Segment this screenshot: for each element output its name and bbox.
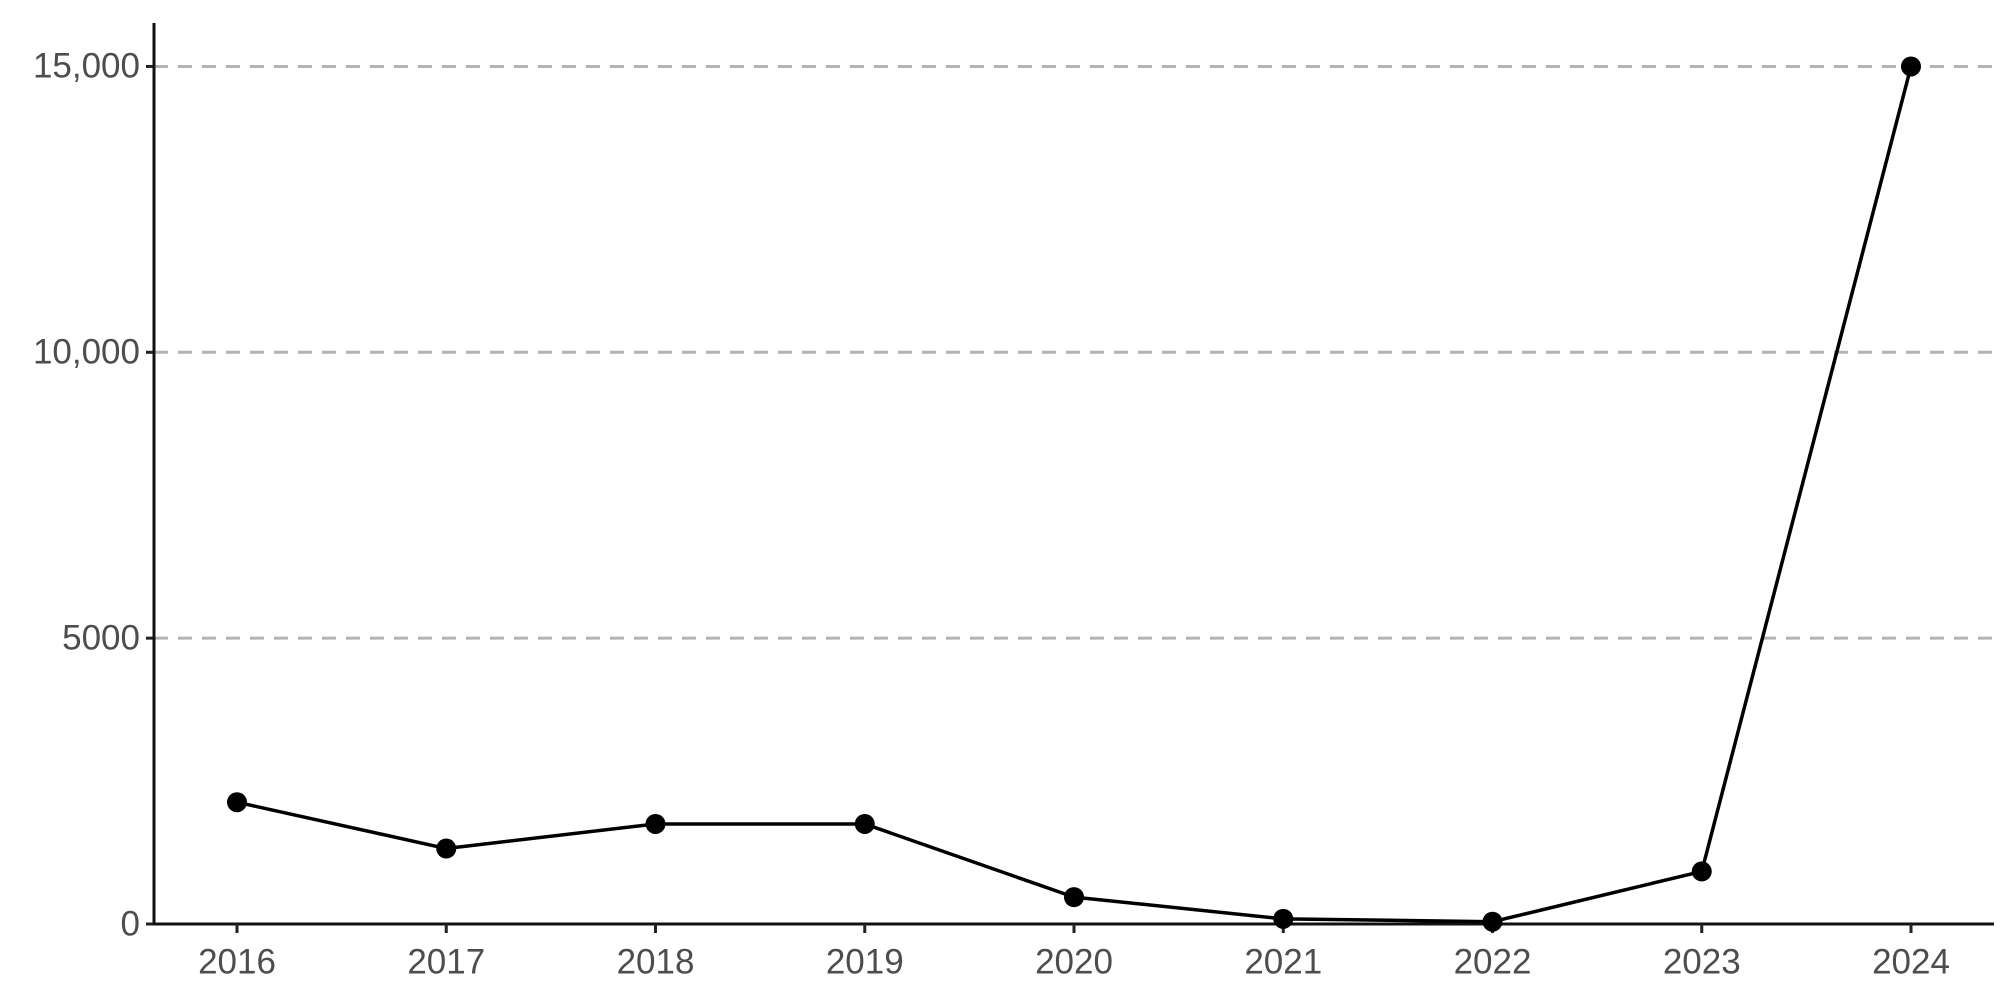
x-tick-label: 2024	[1872, 942, 1950, 981]
point	[1273, 908, 1294, 929]
y-tick-label: 10,000	[33, 333, 140, 372]
point	[854, 813, 875, 834]
point	[1482, 911, 1503, 932]
x-tick-label: 2019	[826, 942, 904, 981]
y-tick-label: 5000	[62, 618, 140, 657]
point	[1064, 887, 1084, 908]
y-tick-label: 0	[121, 904, 140, 943]
x-tick-label: 2017	[407, 942, 485, 981]
point	[436, 838, 457, 859]
point	[1691, 861, 1712, 882]
point	[1901, 56, 1921, 77]
y-tick-label: 15,000	[33, 47, 140, 86]
point	[227, 792, 247, 813]
point	[645, 813, 666, 834]
x-tick-label: 2023	[1663, 942, 1741, 981]
x-tick-label: 2022	[1454, 942, 1532, 981]
x-tick-label: 2018	[617, 942, 695, 981]
line	[236, 66, 1913, 924]
x-tick-label: 2021	[1244, 942, 1322, 981]
x-tick-label: 2016	[198, 942, 276, 981]
x-tick-label: 2020	[1035, 942, 1113, 981]
